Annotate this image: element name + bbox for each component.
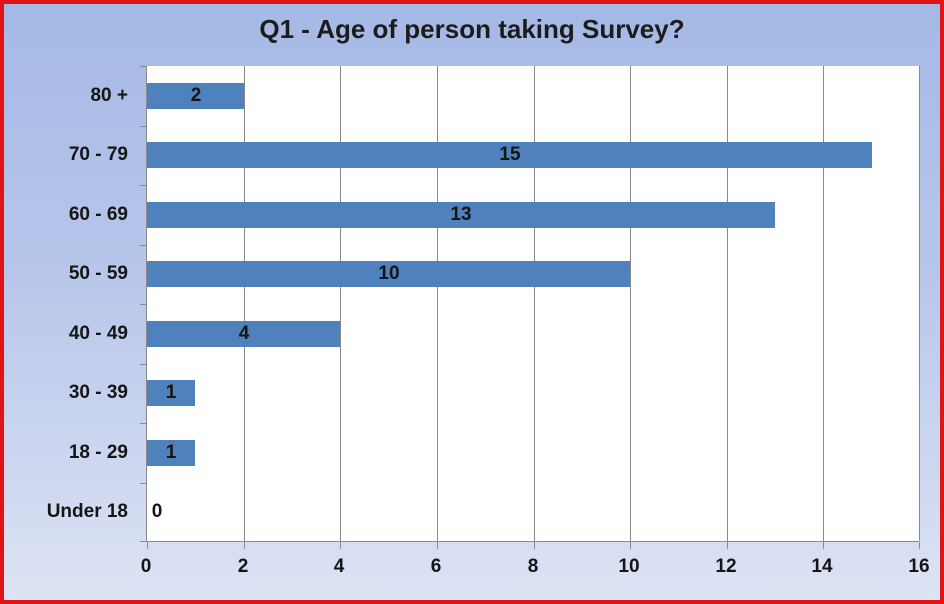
y-axis-tick-mark — [140, 304, 146, 305]
gridline — [244, 66, 245, 541]
x-axis-tick-mark — [630, 542, 631, 549]
plot-area: 2 15 13 10 4 1 1 0 — [140, 66, 920, 549]
bar-40-49 — [147, 321, 340, 347]
y-axis-tick-mark — [140, 423, 146, 424]
x-axis-tick-label: 14 — [811, 556, 833, 577]
data-label: 1 — [165, 442, 177, 463]
data-label: 13 — [450, 204, 472, 225]
category-label: 70 - 79 — [68, 144, 128, 165]
x-axis-tick-label: 12 — [715, 556, 737, 577]
x-axis-tick-label: 8 — [527, 556, 539, 577]
x-axis-tick-mark — [727, 542, 728, 549]
gridline — [534, 66, 535, 541]
y-axis-tick-mark — [140, 126, 146, 127]
data-label: 1 — [165, 382, 177, 403]
data-label: 2 — [190, 85, 202, 106]
gridline — [437, 66, 438, 541]
x-axis-tick-mark — [147, 542, 148, 549]
y-axis-tick-mark — [140, 245, 146, 246]
data-label: 10 — [378, 263, 400, 284]
bar-70-79 — [147, 142, 872, 168]
data-label: 15 — [499, 144, 521, 165]
category-label: 50 - 59 — [68, 263, 128, 284]
x-axis-tick-mark — [534, 542, 535, 549]
bar-50-59 — [147, 261, 630, 287]
y-axis-tick-mark — [140, 541, 146, 542]
y-axis-tick-mark — [140, 66, 146, 67]
x-axis-tick-label: 16 — [908, 556, 930, 577]
category-label: 30 - 39 — [68, 382, 128, 403]
x-axis-tick-mark — [823, 542, 824, 549]
x-axis-tick-label: 4 — [333, 556, 345, 577]
bar-18-29 — [147, 440, 195, 466]
category-label: Under 18 — [46, 501, 128, 522]
x-axis-tick-label: 10 — [618, 556, 640, 577]
gridline — [630, 66, 631, 541]
bar-80+ — [147, 83, 244, 109]
x-axis-tick-mark — [340, 542, 341, 549]
x-axis-tick-label: 0 — [140, 556, 152, 577]
x-axis-tick-label: 6 — [430, 556, 442, 577]
x-axis-tick-mark — [244, 542, 245, 549]
y-axis-tick-mark — [140, 364, 146, 365]
gridline — [340, 66, 341, 541]
gridline — [823, 66, 824, 541]
data-label: 4 — [238, 323, 250, 344]
gridline — [727, 66, 728, 541]
y-axis-tick-mark — [140, 483, 146, 484]
category-label: 18 - 29 — [68, 442, 128, 463]
category-label: 80 + — [90, 85, 128, 106]
chart-title: Q1 - Age of person taking Survey? — [259, 14, 685, 44]
data-label: 0 — [151, 501, 163, 522]
category-label: 40 - 49 — [68, 323, 128, 344]
x-axis-tick-mark — [919, 542, 920, 549]
x-axis-tick-label: 2 — [237, 556, 249, 577]
x-axis-tick-mark — [437, 542, 438, 549]
category-label: 60 - 69 — [68, 204, 128, 225]
bar-30-39 — [147, 380, 195, 406]
bar-60-69 — [147, 202, 775, 228]
y-axis-tick-mark — [140, 185, 146, 186]
gridline — [919, 66, 920, 541]
